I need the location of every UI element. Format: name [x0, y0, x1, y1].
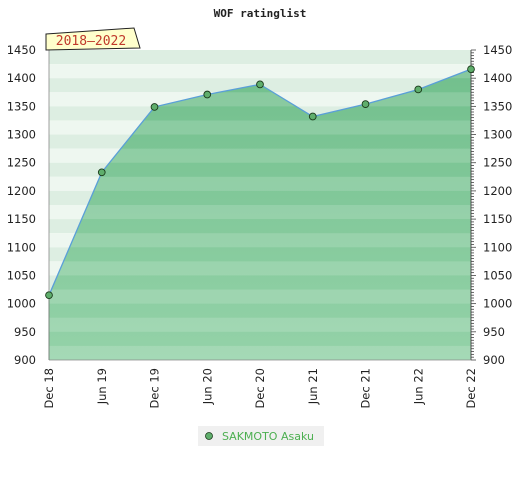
area-stripe	[49, 176, 471, 191]
legend-box	[198, 426, 324, 446]
y-tick-label-right: 1000	[483, 297, 512, 311]
y-tick-label-right: 900	[483, 353, 505, 367]
x-tick-label: Dec 20	[253, 368, 267, 409]
x-tick-label: Dec 21	[359, 368, 373, 409]
y-tick-label-right: 950	[483, 325, 505, 339]
y-tick-label-left: 1150	[7, 212, 36, 226]
area-stripes	[49, 69, 471, 360]
y-tick-label-right: 1100	[483, 240, 512, 254]
y-axis-right-labels: 900 950 1000 1050 1100 1150 1200 1250 1300 1350 14…	[483, 43, 512, 367]
area-stripe	[49, 317, 471, 332]
y-tick-label-right: 1450	[483, 43, 512, 57]
y-tick-label-left: 1000	[7, 297, 36, 311]
data-point	[150, 103, 159, 111]
period-badge-label: 2018–2022	[56, 34, 126, 49]
x-tick-label: Jun 20	[200, 368, 214, 405]
y-tick-label-right: 1350	[483, 99, 512, 113]
area-stripe	[49, 233, 471, 248]
data-point	[203, 90, 212, 99]
legend: SAKMOTO Asaku	[198, 426, 324, 446]
data-point	[45, 291, 53, 300]
data-point	[97, 168, 106, 177]
x-tick-label: Dec 19	[148, 368, 162, 409]
y-tick-label-right: 1050	[483, 268, 512, 282]
series-area	[49, 69, 471, 360]
y-tick-label-left: 1300	[7, 128, 36, 142]
y-tick-label-left: 1400	[7, 71, 36, 85]
y-tick-label-right: 1250	[483, 156, 512, 170]
area-fill-layer	[49, 69, 471, 360]
x-tick-label: Jun 19	[95, 368, 109, 405]
y-tick-label-left: 1100	[7, 240, 36, 254]
area-stripe	[49, 261, 471, 276]
y-axis-left-labels: 900 950 1000 1050 1100 1150 1200 1250 1300 1350 14…	[7, 43, 36, 367]
x-tick-label: Dec 18	[42, 368, 56, 409]
axes	[48, 49, 476, 361]
data-markers	[45, 65, 475, 300]
x-axis-labels: Dec 18 Jun 19 Dec 19 Jun 20 Dec 20 Jun 21 Dec …	[42, 368, 478, 409]
y-tick-label-left: 1200	[7, 184, 36, 198]
y-tick-label-left: 1250	[7, 156, 36, 170]
y-tick-label-left: 1350	[7, 99, 36, 113]
area-stripe	[49, 148, 471, 163]
x-tick-label: Dec 22	[464, 368, 478, 409]
x-tick-label: Jun 22	[411, 368, 425, 405]
area-stripe	[49, 205, 471, 220]
y-tick-label-right: 1200	[483, 184, 512, 198]
y-tick-label-right: 1400	[483, 71, 512, 85]
legend-series-name: SAKMOTO Asaku	[222, 430, 314, 443]
background-band	[49, 64, 471, 79]
area-stripe	[49, 289, 471, 304]
data-point	[414, 85, 423, 94]
area-stripe	[49, 345, 471, 360]
legend-marker-icon	[205, 432, 213, 440]
data-point	[308, 112, 317, 121]
period-badge: 2018–2022	[45, 27, 141, 51]
y-tick-label-right: 1150	[483, 212, 512, 226]
x-tick-label: Jun 21	[306, 368, 320, 405]
area-stripe	[49, 120, 471, 135]
data-point	[467, 65, 475, 74]
data-point	[256, 80, 264, 89]
y-tick-label-right: 1300	[483, 128, 512, 142]
data-point	[361, 100, 370, 108]
y-tick-label-left: 1450	[7, 43, 36, 57]
chart-title: WOF ratinglist	[214, 7, 307, 20]
y-tick-label-left: 950	[14, 325, 36, 339]
y-tick-label-left: 1050	[7, 268, 36, 282]
background-band	[49, 50, 471, 65]
y-tick-label-left: 900	[14, 353, 36, 367]
